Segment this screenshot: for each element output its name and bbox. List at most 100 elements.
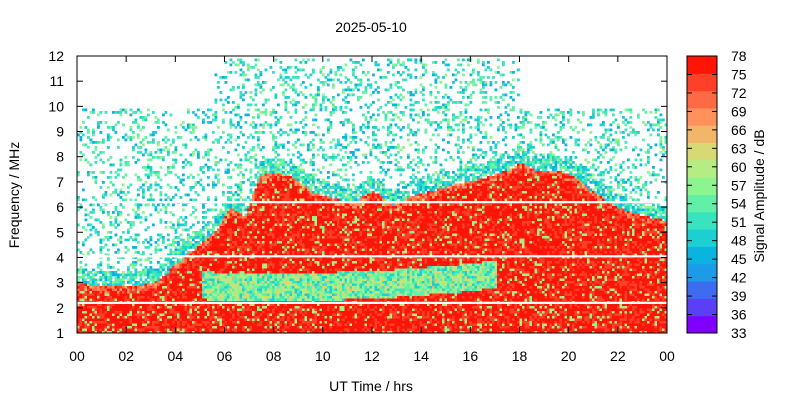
heatmap-cell — [282, 256, 285, 259]
heatmap-cell — [242, 208, 245, 212]
heatmap-cell — [204, 321, 208, 324]
heatmap-cell — [187, 321, 190, 324]
heatmap-cell — [297, 208, 300, 212]
heatmap-cell — [254, 326, 258, 329]
heatmap-cell — [129, 271, 133, 274]
heatmap-cell — [247, 241, 250, 244]
heatmap-cell — [294, 193, 298, 197]
heatmap-cell — [274, 121, 278, 124]
heatmap-cell — [287, 221, 290, 224]
heatmap-cell — [94, 323, 98, 327]
heatmap-cell — [102, 151, 105, 154]
heatmap-cell — [202, 256, 205, 259]
heatmap-cell — [304, 251, 308, 254]
heatmap-cell — [194, 303, 198, 307]
heatmap-cell — [249, 303, 253, 307]
heatmap-cell — [232, 228, 235, 232]
heatmap-cell — [289, 293, 293, 297]
heatmap-cell — [302, 318, 305, 322]
heatmap-cell — [144, 246, 148, 249]
heatmap-cell — [254, 58, 258, 62]
heatmap-cell — [77, 318, 80, 322]
heatmap-cell — [167, 266, 170, 269]
heatmap-cell — [299, 231, 303, 234]
heatmap-cell — [189, 313, 193, 317]
heatmap-cell — [134, 311, 138, 314]
heatmap-cell — [277, 238, 280, 242]
heatmap-cell — [104, 326, 108, 329]
heatmap-cell — [84, 323, 88, 327]
heatmap-cell — [204, 223, 208, 227]
heatmap-cell — [267, 176, 270, 179]
heatmap-cell — [252, 326, 255, 329]
heatmap-cell — [217, 256, 220, 259]
heatmap-cell — [259, 168, 263, 172]
heatmap-cell — [144, 166, 148, 169]
heatmap-cell — [129, 136, 133, 139]
heatmap-cell — [187, 266, 190, 269]
heatmap-cell — [302, 226, 305, 229]
heatmap-cell — [207, 196, 210, 199]
heatmap-cell — [197, 243, 200, 247]
heatmap-cell — [264, 278, 268, 282]
heatmap-cell — [159, 273, 163, 277]
heatmap-cell — [164, 303, 168, 307]
heatmap-cell — [204, 281, 208, 284]
heatmap-cell — [234, 243, 238, 247]
heatmap-cell — [197, 241, 200, 244]
heatmap-cell — [297, 128, 300, 132]
heatmap-cell — [112, 328, 115, 332]
heatmap-cell — [274, 261, 278, 264]
heatmap-cell — [297, 311, 300, 314]
heatmap-cell — [104, 111, 108, 114]
heatmap-cell — [192, 318, 195, 322]
heatmap-cell — [239, 296, 243, 299]
heatmap-cell — [214, 161, 218, 164]
heatmap-cell — [257, 293, 260, 297]
heatmap-cell — [99, 306, 103, 309]
heatmap-cell — [172, 311, 175, 314]
heatmap-cell — [147, 258, 150, 262]
heatmap-cell — [159, 283, 163, 287]
heatmap-cell — [172, 291, 175, 294]
heatmap-cell — [119, 288, 123, 292]
heatmap-cell — [132, 276, 135, 279]
heatmap-cell — [94, 181, 98, 184]
heatmap-cell — [294, 173, 298, 177]
heatmap-cell — [124, 313, 128, 317]
heatmap-cell — [154, 268, 158, 272]
heatmap-cell — [184, 263, 188, 267]
heatmap-cell — [154, 271, 158, 274]
heatmap-cell — [244, 78, 248, 82]
heatmap-cell — [297, 226, 300, 229]
heatmap-cell — [259, 176, 263, 179]
heatmap-cell — [192, 246, 195, 249]
heatmap-cell — [199, 306, 203, 309]
heatmap-cell — [229, 288, 233, 292]
heatmap-cell — [189, 288, 193, 292]
heatmap-cell — [164, 211, 168, 214]
heatmap-cell — [179, 266, 183, 269]
heatmap-cell — [114, 308, 118, 312]
heatmap-cell — [172, 283, 175, 287]
heatmap-cell — [99, 206, 103, 209]
heatmap-cell — [269, 303, 273, 307]
heatmap-cell — [279, 176, 283, 179]
heatmap-cell — [202, 246, 205, 249]
heatmap-cell — [174, 326, 178, 329]
heatmap-cell — [137, 291, 140, 294]
heatmap-cell — [194, 258, 198, 262]
heatmap-cell — [282, 266, 285, 269]
heatmap-cell — [179, 316, 183, 319]
heatmap-cell — [212, 281, 215, 284]
heatmap-cell — [164, 273, 168, 277]
heatmap-cell — [274, 238, 278, 242]
heatmap-cell — [219, 266, 223, 269]
heatmap-cell — [109, 318, 113, 322]
heatmap-cell — [167, 331, 170, 333]
heatmap-cell — [222, 291, 225, 294]
heatmap-cell — [277, 308, 280, 312]
heatmap-cell — [222, 213, 225, 217]
heatmap-cell — [137, 208, 140, 212]
heatmap-cell — [147, 298, 150, 302]
